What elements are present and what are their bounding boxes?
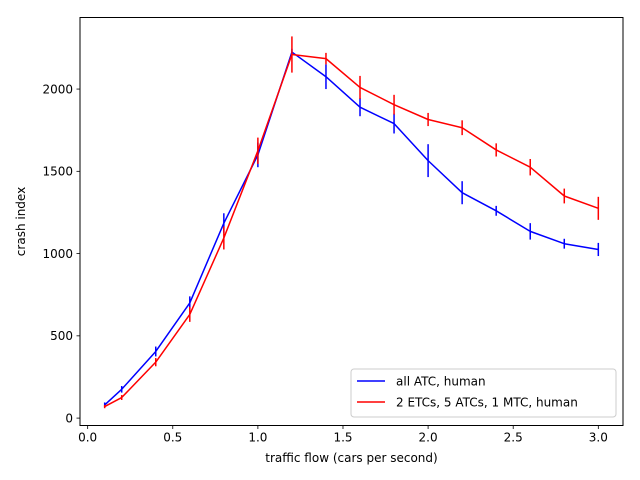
series-line-2 [104, 53, 599, 408]
x-tick-label: 0.5 [163, 431, 182, 445]
x-tick-label: 0.0 [78, 431, 97, 445]
axes-frame [79, 17, 624, 426]
plot-layer [103, 36, 600, 409]
legend-label-1: all ATC, human [396, 374, 486, 388]
x-tick-label: 2.5 [504, 431, 523, 445]
y-tick-label: 1000 [42, 247, 73, 261]
series-line-1 [104, 51, 599, 406]
y-tick-label: 1500 [42, 165, 73, 179]
x-tick-label: 2.0 [419, 431, 438, 445]
y-axis-label: crash index [14, 187, 28, 256]
legend-frame [350, 368, 617, 418]
legend[interactable]: all ATC, human 2 ETCs, 5 ATCs, 1 MTC, hum… [350, 368, 617, 418]
x-tick-label: 1.5 [333, 431, 352, 445]
y-tick-label: 2000 [42, 82, 73, 96]
ticks-layer: 0.0 0.5 1.0 1.5 2.0 2.5 3.0 0 500 1000 1500 2000 [42, 82, 607, 444]
x-tick-label: 3.0 [589, 431, 608, 445]
x-tick-label: 1.0 [248, 431, 267, 445]
x-axis-label: traffic flow (cars per second) [265, 451, 437, 465]
legend-label-2: 2 ETCs, 5 ATCs, 1 MTC, human [396, 395, 578, 409]
y-tick-label: 0 [65, 411, 73, 425]
y-tick-label: 500 [50, 329, 73, 343]
